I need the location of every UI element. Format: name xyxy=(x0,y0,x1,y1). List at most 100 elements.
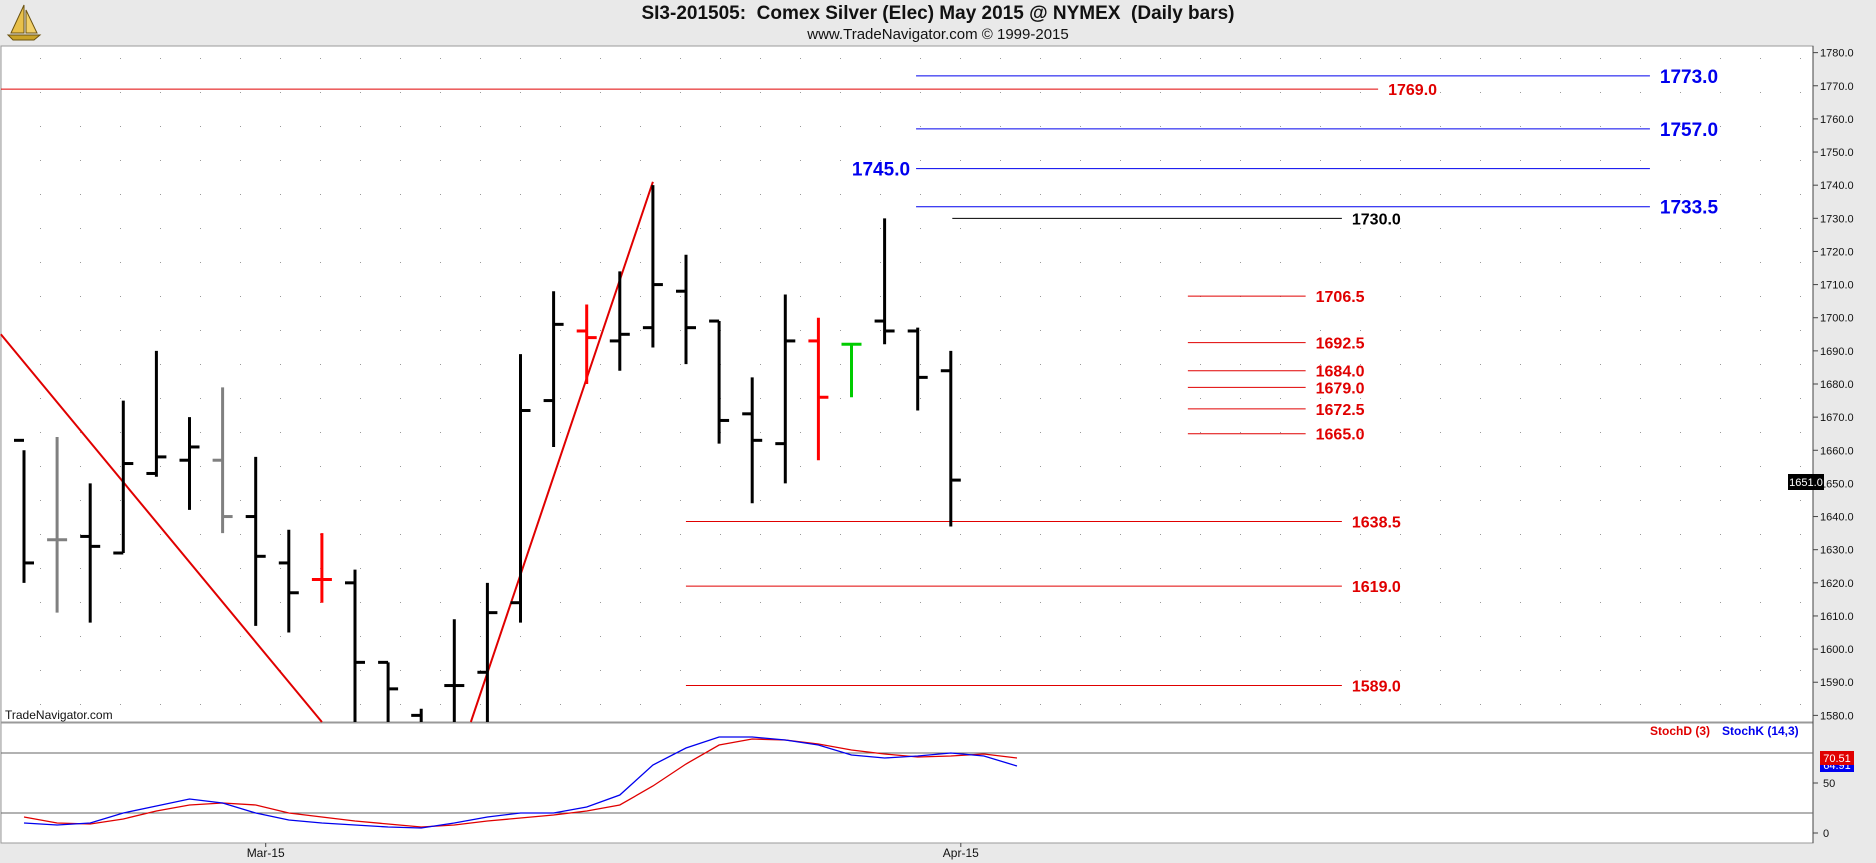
grid-dot xyxy=(440,330,441,331)
grid-dot xyxy=(1280,602,1281,603)
grid-dot xyxy=(1160,466,1161,467)
grid-dot xyxy=(240,126,241,127)
grid-dot xyxy=(880,262,881,263)
grid-dot xyxy=(120,568,121,569)
grid-dot xyxy=(360,262,361,263)
grid-dot xyxy=(1000,432,1001,433)
grid-dot xyxy=(1280,92,1281,93)
grid-dot xyxy=(1600,568,1601,569)
grid-dot xyxy=(880,704,881,705)
grid-dot xyxy=(1080,432,1081,433)
grid-dot xyxy=(840,228,841,229)
ohlc-bar xyxy=(874,218,895,345)
grid-dot xyxy=(1560,636,1561,637)
grid-dot xyxy=(400,160,401,161)
grid-dot xyxy=(1680,296,1681,297)
grid-dot xyxy=(1600,92,1601,93)
grid-dot xyxy=(720,568,721,569)
grid-dot xyxy=(680,194,681,195)
price-level-label: 1730.0 xyxy=(1352,211,1401,228)
grid-dot xyxy=(1360,432,1361,433)
grid-dot xyxy=(1120,194,1121,195)
grid-dot xyxy=(480,160,481,161)
grid-dot xyxy=(560,160,561,161)
grid-dot xyxy=(960,228,961,229)
grid-dot xyxy=(880,364,881,365)
grid-dot xyxy=(1040,296,1041,297)
grid-dot xyxy=(880,126,881,127)
ohlc-bar xyxy=(510,354,531,623)
grid-dot xyxy=(760,704,761,705)
grid-dot xyxy=(400,228,401,229)
grid-dot xyxy=(480,670,481,671)
trendline xyxy=(469,181,654,723)
grid-dot xyxy=(160,568,161,569)
price-tick-label: 1590.0 xyxy=(1820,677,1854,689)
grid-dot xyxy=(200,602,201,603)
grid-dot xyxy=(1640,636,1641,637)
grid-dot xyxy=(840,364,841,365)
grid-dot xyxy=(280,160,281,161)
grid-dot xyxy=(400,500,401,501)
grid-dot xyxy=(1520,296,1521,297)
grid-dot xyxy=(1160,636,1161,637)
grid-dot xyxy=(920,398,921,399)
grid-dot xyxy=(1640,534,1641,535)
grid-dot xyxy=(1280,228,1281,229)
grid-dot xyxy=(800,330,801,331)
grid-dot xyxy=(1040,194,1041,195)
grid-dot xyxy=(360,704,361,705)
grid-dot xyxy=(440,636,441,637)
grid-dot xyxy=(1400,364,1401,365)
grid-dot xyxy=(960,126,961,127)
grid-dot xyxy=(600,704,601,705)
grid-dot xyxy=(40,636,41,637)
grid-dot xyxy=(1360,500,1361,501)
grid-dot xyxy=(1000,568,1001,569)
grid-dot xyxy=(1680,500,1681,501)
grid-dot xyxy=(160,670,161,671)
grid-dot xyxy=(1200,92,1201,93)
grid-dot xyxy=(680,160,681,161)
grid-dot xyxy=(600,58,601,59)
grid-dot xyxy=(1280,398,1281,399)
grid-dot xyxy=(1160,160,1161,161)
grid-dot xyxy=(960,636,961,637)
grid-dot xyxy=(600,534,601,535)
grid-dot xyxy=(280,194,281,195)
grid-dot xyxy=(680,602,681,603)
grid-dot xyxy=(1600,466,1601,467)
grid-dot xyxy=(600,296,601,297)
grid-dot xyxy=(80,466,81,467)
grid-dot xyxy=(1240,670,1241,671)
grid-dot xyxy=(1680,636,1681,637)
grid-dot xyxy=(1040,466,1041,467)
grid-dot xyxy=(400,58,401,59)
grid-dot xyxy=(1280,58,1281,59)
grid-dot xyxy=(1120,500,1121,501)
grid-dot xyxy=(1800,296,1801,297)
grid-dot xyxy=(1360,670,1361,671)
grid-dot xyxy=(280,228,281,229)
price-level-label: 1773.0 xyxy=(1660,67,1718,88)
grid-dot xyxy=(680,58,681,59)
grid-dot xyxy=(40,500,41,501)
grid-dot xyxy=(440,568,441,569)
grid-dot xyxy=(1520,194,1521,195)
grid-dot xyxy=(40,126,41,127)
stochastic-axis-ticks: 50 0 xyxy=(1813,778,1835,840)
grid-dot xyxy=(920,534,921,535)
grid-dot xyxy=(240,194,241,195)
grid-dot xyxy=(560,262,561,263)
grid-dot xyxy=(240,58,241,59)
grid-dot xyxy=(1080,228,1081,229)
grid-dot xyxy=(40,670,41,671)
grid-dot xyxy=(1800,364,1801,365)
grid-dot xyxy=(1040,432,1041,433)
grid-dot xyxy=(640,126,641,127)
grid-dot xyxy=(200,58,201,59)
stoch-tick-label: 0 xyxy=(1823,828,1829,840)
grid-dot xyxy=(1160,58,1161,59)
grid-dot xyxy=(800,194,801,195)
grid-dot xyxy=(1040,398,1041,399)
